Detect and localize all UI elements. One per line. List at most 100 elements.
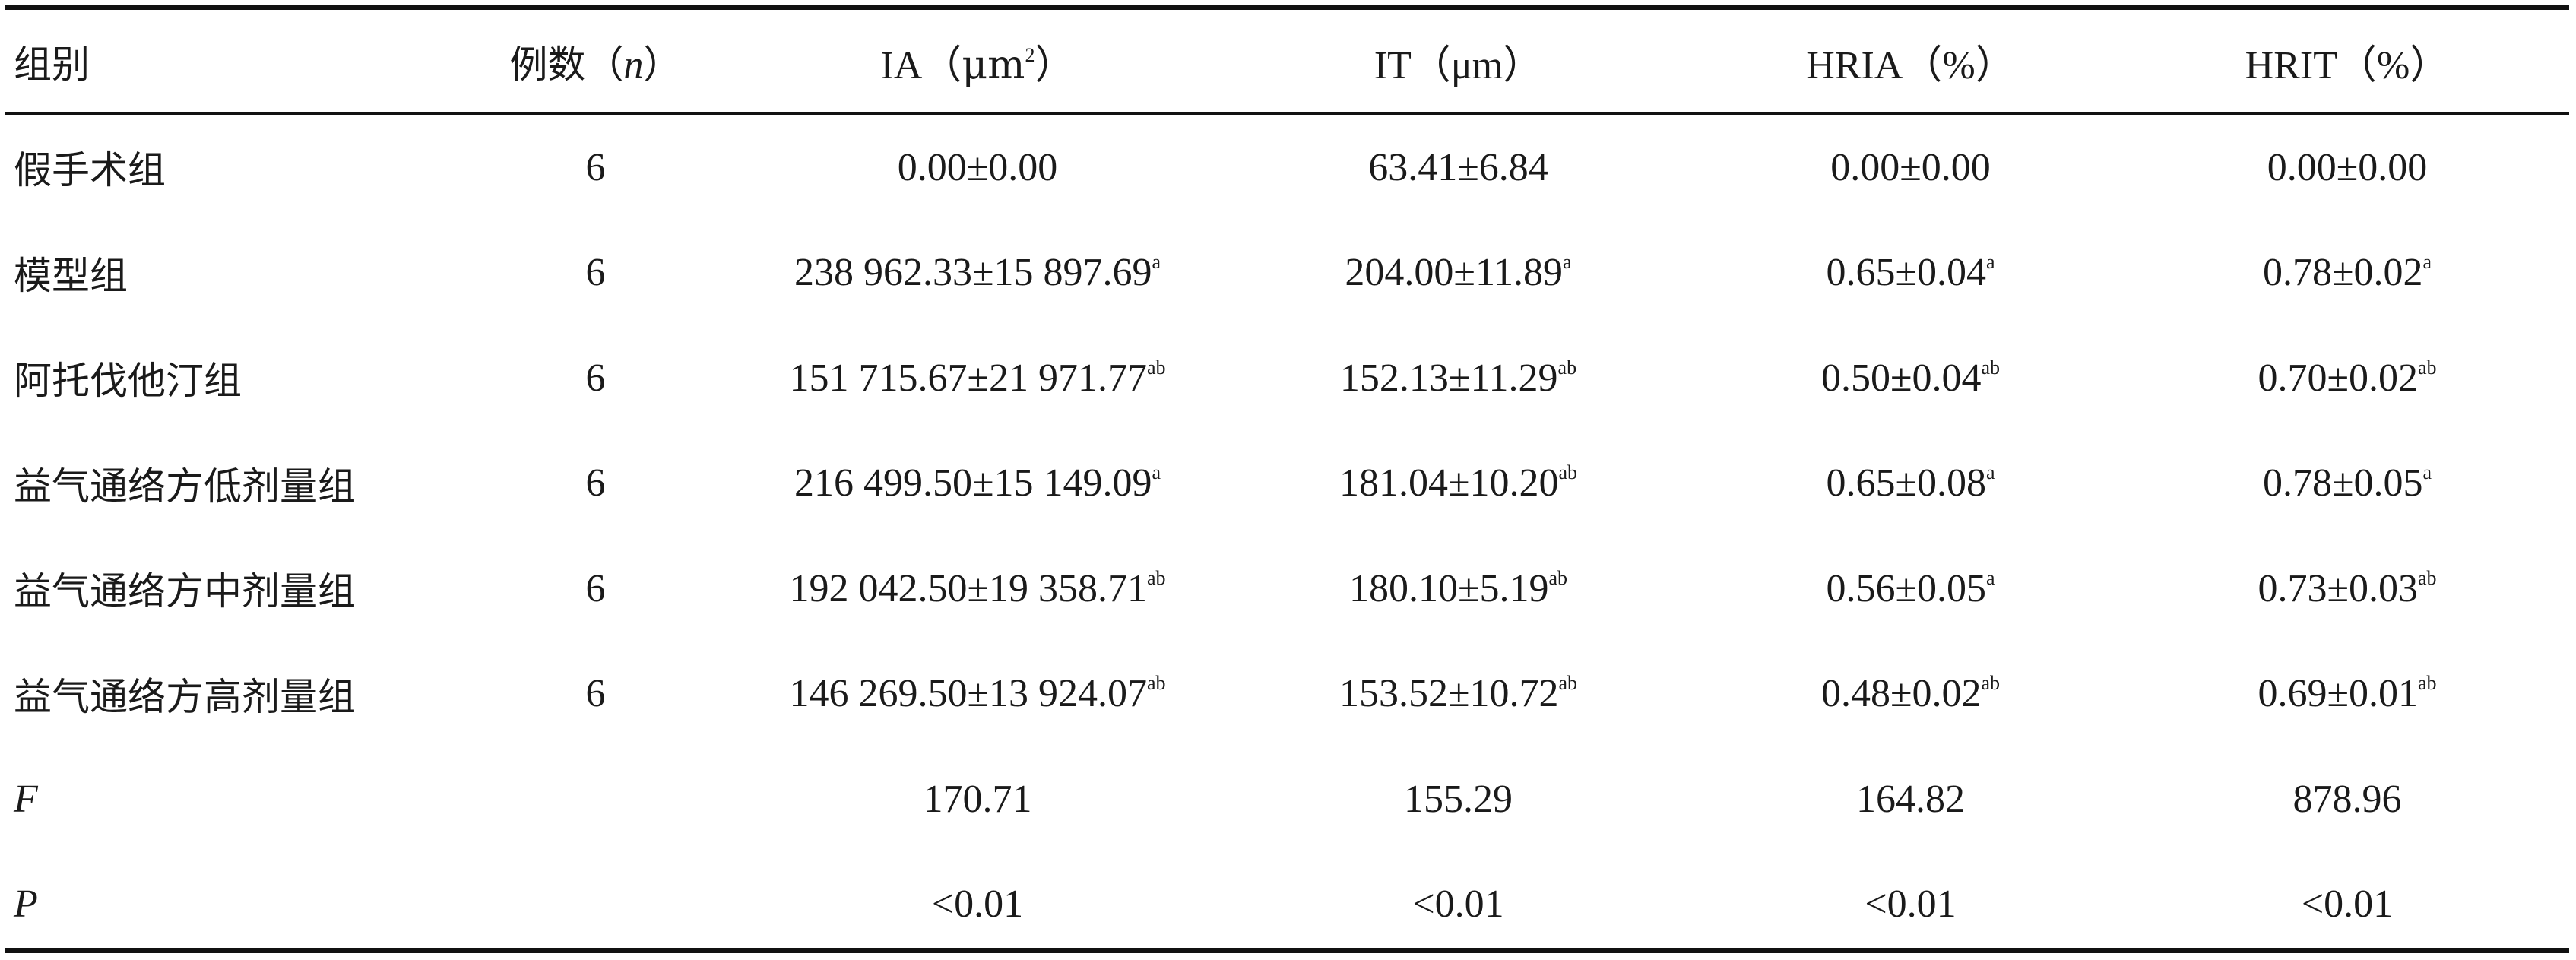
cell-ia-significance: ab [1147, 672, 1166, 695]
cell-it-value: 63.41±6.84 [1368, 145, 1548, 189]
table-header-row: 组别 例数（n） IA（μm2） IT（μm） HRIA（%） HRIT（%） [5, 10, 2569, 112]
cell-hrit: 0.70±0.02ab [2125, 325, 2569, 431]
cell-stat-label: F [14, 777, 38, 821]
cell-hrit-value: 0.73±0.03 [2258, 566, 2418, 610]
cell-stat-hria: 164.82 [1856, 777, 1965, 821]
cell-hria-value: 0.65±0.04 [1826, 251, 1986, 295]
cell-hria-value: 0.65±0.08 [1826, 461, 1986, 505]
cell-hrit-value: 0.69±0.01 [2258, 672, 2418, 716]
cell-hria-value: 0.00±0.00 [1830, 145, 1991, 189]
table-top-rule [5, 5, 2569, 10]
cell-ia: 216 499.50±15 149.09a [734, 431, 1221, 537]
cell-it: 153.52±10.72ab [1221, 642, 1696, 747]
cell-ia-value: 238 962.33±15 897.69 [794, 251, 1152, 295]
table-header-rule [5, 112, 2569, 115]
cell-hria-value: 0.56±0.05 [1826, 566, 1986, 610]
cell-hria-significance: ab [1981, 356, 2001, 379]
cell-hria: 0.48±0.02ab [1696, 642, 2125, 747]
cell-group: 阿托伐他汀组 [14, 359, 242, 404]
header-n-var: n [623, 43, 644, 87]
cell-hrit-value: 0.78±0.02 [2262, 251, 2423, 295]
table-bottom-rule [5, 948, 2569, 953]
cell-it-value: 153.52±10.72 [1339, 672, 1559, 716]
cell-group: 益气通络方低剂量组 [14, 464, 356, 509]
data-table: 组别 例数（n） IA（μm2） IT（μm） HRIA（%） HRIT（%） … [5, 10, 2569, 957]
header-group: 组别 [14, 42, 90, 87]
table-row: 阿托伐他汀组 6 151 715.67±21 971.77ab 152.13±11.2… [5, 325, 2569, 431]
table-row: 益气通络方中剂量组 6 192 042.50±19 358.71ab 180.10±5… [5, 536, 2569, 642]
cell-hrit: 0.78±0.05a [2125, 431, 2569, 537]
cell-hria-significance: a [1986, 566, 1995, 589]
cell-hrit-value: 0.00±0.00 [2267, 145, 2428, 189]
header-hrit: HRIT（%） [2245, 44, 2450, 87]
cell-n: 6 [585, 251, 606, 295]
cell-it-significance: ab [1558, 461, 1578, 484]
cell-it-value: 204.00±11.89 [1345, 251, 1564, 295]
cell-stat-hrit: 878.96 [2292, 777, 2402, 821]
cell-it: 181.04±10.20ab [1221, 431, 1696, 537]
cell-hria: 0.00±0.00 [1696, 112, 2125, 220]
cell-stat-it: <0.01 [1412, 882, 1504, 927]
cell-stat-label: P [14, 882, 38, 927]
cell-it: 204.00±11.89a [1221, 220, 1696, 326]
table-row: 模型组 6 238 962.33±15 897.69a 204.00±11.89a 0.… [5, 220, 2569, 326]
cell-n-empty [457, 852, 734, 958]
cell-ia: 151 715.67±21 971.77ab [734, 325, 1221, 431]
cell-it: 152.13±11.29ab [1221, 325, 1696, 431]
header-it: IT（μm） [1374, 44, 1543, 87]
cell-it-value: 181.04±10.20 [1339, 461, 1559, 505]
cell-hrit-significance: a [2422, 461, 2432, 484]
cell-it-value: 180.10±5.19 [1348, 566, 1549, 610]
cell-hria-significance: ab [1981, 672, 2001, 695]
cell-it: 180.10±5.19ab [1221, 536, 1696, 642]
header-ia-exp: 2 [1025, 44, 1035, 66]
cell-n: 6 [585, 672, 606, 716]
header-n-suffix: ） [643, 42, 682, 87]
table-row: 假手术组 6 0.00±0.00 63.41±6.84 0.00±0.00 0.00±0.… [5, 112, 2569, 220]
header-ia-suffix: ） [1035, 44, 1075, 87]
cell-hria-significance: a [1986, 251, 1995, 274]
cell-hria: 0.56±0.05a [1696, 536, 2125, 642]
cell-ia-significance: a [1152, 461, 1161, 484]
table-row: 益气通络方低剂量组 6 216 499.50±15 149.09a 181.04±10… [5, 431, 2569, 537]
cell-ia-significance: ab [1147, 356, 1166, 379]
cell-ia-value: 192 042.50±19 358.71 [789, 566, 1147, 610]
cell-stat-it: 155.29 [1404, 777, 1513, 821]
table-row: 益气通络方高剂量组 6 146 269.50±13 924.07ab 153.52±1… [5, 642, 2569, 747]
header-ia-unit: μm [962, 43, 1025, 88]
cell-n: 6 [585, 461, 606, 505]
table-stat-row: P <0.01 <0.01 <0.01 <0.01 [5, 852, 2569, 958]
cell-ia-value: 146 269.50±13 924.07 [789, 672, 1147, 716]
cell-stat-hria: <0.01 [1865, 882, 1957, 927]
cell-hrit-significance: ab [2418, 566, 2437, 589]
header-hria: HRIA（%） [1806, 44, 2015, 87]
cell-group: 假手术组 [14, 148, 166, 193]
results-table: 组别 例数（n） IA（μm2） IT（μm） HRIA（%） HRIT（%） … [5, 5, 2569, 953]
cell-hrit-significance: ab [2418, 356, 2437, 379]
cell-it-significance: ab [1557, 356, 1577, 379]
cell-it-significance: a [1563, 251, 1572, 274]
cell-hrit-significance: ab [2418, 672, 2437, 695]
cell-n-empty [457, 746, 734, 852]
cell-stat-ia: 170.71 [923, 777, 1032, 821]
cell-ia: 0.00±0.00 [734, 112, 1221, 220]
cell-n: 6 [585, 356, 606, 400]
cell-it-value: 152.13±11.29 [1339, 356, 1558, 400]
cell-hria: 0.65±0.08a [1696, 431, 2125, 537]
cell-hrit: 0.00±0.00 [2125, 112, 2569, 220]
cell-group: 益气通络方中剂量组 [14, 569, 356, 614]
cell-hria: 0.50±0.04ab [1696, 325, 2125, 431]
cell-hria-significance: a [1986, 461, 1995, 484]
header-n-prefix: 例数（ [509, 42, 624, 87]
cell-hrit: 0.78±0.02a [2125, 220, 2569, 326]
cell-ia: 146 269.50±13 924.07ab [734, 642, 1221, 747]
cell-ia-value: 0.00±0.00 [897, 145, 1058, 189]
header-ia-prefix: IA（ [880, 44, 962, 87]
cell-n: 6 [585, 566, 606, 610]
cell-group: 模型组 [14, 253, 128, 298]
cell-ia: 192 042.50±19 358.71ab [734, 536, 1221, 642]
cell-stat-hrit: <0.01 [2301, 882, 2394, 927]
cell-hria: 0.65±0.04a [1696, 220, 2125, 326]
cell-ia-value: 216 499.50±15 149.09 [794, 461, 1152, 505]
cell-ia-value: 151 715.67±21 971.77 [789, 356, 1147, 400]
